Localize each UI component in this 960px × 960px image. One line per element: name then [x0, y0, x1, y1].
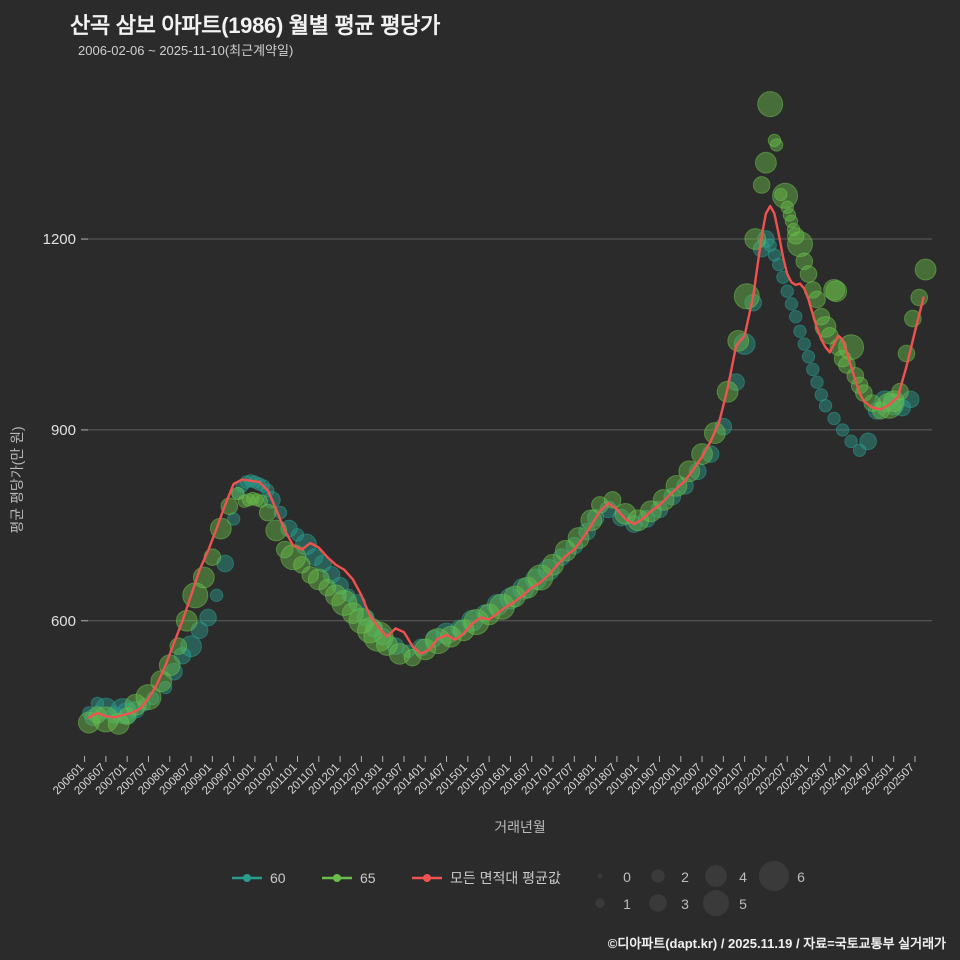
data-point [786, 222, 801, 237]
data-point [388, 642, 411, 665]
data-point [331, 589, 358, 616]
data-point [780, 200, 794, 214]
y-tick-label: 900 [51, 422, 76, 439]
average-line [87, 204, 925, 719]
data-point [376, 634, 398, 656]
data-point [825, 280, 848, 303]
data-point [799, 265, 818, 283]
legend-marker [243, 874, 251, 882]
y-axis-title: 평균 평당가(만 원) [9, 426, 25, 533]
legend-label: 65 [360, 870, 376, 886]
data-point [757, 91, 784, 118]
data-point [844, 434, 858, 449]
footer-credit: ©디아파트(dapt.kr) / 2025.11.19 / 자료=국토교통부 실… [607, 936, 946, 951]
data-point [859, 432, 877, 451]
data-point [525, 568, 547, 591]
page-subtitle: 2006-02-06 ~ 2025-11-10(최근계약일) [78, 43, 294, 58]
size-legend-label: 6 [797, 869, 805, 885]
data-point [301, 566, 320, 584]
data-point [527, 564, 554, 591]
data-point [180, 635, 202, 658]
series-65 [77, 91, 937, 735]
data-point [827, 411, 841, 426]
series-60 [82, 230, 920, 727]
data-point [403, 648, 422, 667]
size-legend-bubble [651, 869, 665, 883]
data-point [755, 151, 777, 174]
data-point [124, 693, 147, 716]
size-legend-bubble [595, 898, 605, 908]
size-legend-bubble [597, 873, 603, 879]
data-point [691, 443, 713, 465]
data-point [818, 399, 833, 413]
legend-marker [333, 874, 341, 882]
size-legend-label: 2 [681, 869, 689, 885]
legend-marker [423, 874, 431, 882]
data-point [810, 375, 824, 389]
data-point [789, 309, 803, 324]
data-point [801, 350, 816, 364]
data-point [503, 585, 526, 608]
size-legend: 0 2 4 6 1 3 5 [595, 860, 805, 916]
data-point [823, 279, 845, 301]
data-point [910, 288, 929, 307]
y-tick-label: 1200 [43, 231, 76, 248]
data-point [199, 608, 217, 627]
data-point [897, 344, 916, 363]
size-legend-label: 5 [739, 896, 747, 912]
data-point [780, 284, 794, 298]
data-point [637, 510, 656, 528]
data-point [665, 474, 688, 497]
data-point [614, 502, 637, 525]
size-legend-label: 3 [681, 896, 689, 912]
data-point [797, 337, 811, 351]
page-title: 산곡 삼보 아파트(1986) 월별 평균 평당가 [70, 13, 441, 38]
size-legend-label: 0 [623, 869, 631, 885]
data-point [838, 334, 865, 361]
data-point [567, 527, 590, 549]
data-point [478, 603, 501, 626]
y-tick-label: 600 [51, 613, 76, 630]
size-legend-bubble [649, 894, 667, 912]
data-point [769, 138, 784, 152]
data-point [835, 423, 850, 437]
data-point [914, 258, 937, 281]
data-point [786, 231, 813, 258]
data-point [386, 637, 405, 656]
legend-item-65[interactable]: 65 [322, 870, 376, 886]
size-legend-bubble [758, 860, 790, 892]
data-point [793, 324, 807, 338]
data-point [814, 315, 837, 338]
data-point [774, 187, 788, 202]
data-point [318, 578, 337, 597]
data-point [258, 503, 277, 522]
size-legend-bubble [705, 865, 727, 887]
data-point [324, 584, 347, 607]
data-point [341, 602, 364, 625]
data-point [216, 554, 234, 573]
data-point [784, 297, 799, 311]
legend-label: 60 [270, 870, 286, 886]
data-point [542, 553, 564, 576]
data-point [209, 588, 224, 603]
legend-item-모든 면적대 평균값[interactable]: 모든 면적대 평균값 [412, 870, 561, 886]
size-legend-label: 4 [739, 869, 747, 885]
data-point [784, 214, 799, 228]
size-legend-label: 1 [623, 896, 631, 912]
data-point [290, 528, 305, 542]
data-point [226, 512, 241, 526]
data-point [806, 362, 820, 377]
legend-item-60[interactable]: 60 [232, 870, 286, 886]
data-point [752, 176, 771, 194]
data-point [846, 367, 865, 385]
data-point [612, 508, 630, 527]
data-point [158, 680, 173, 695]
size-legend-bubble [703, 890, 729, 916]
x-axis-title: 거래년월 [494, 819, 546, 835]
legend-label: 모든 면적대 평균값 [450, 870, 561, 886]
